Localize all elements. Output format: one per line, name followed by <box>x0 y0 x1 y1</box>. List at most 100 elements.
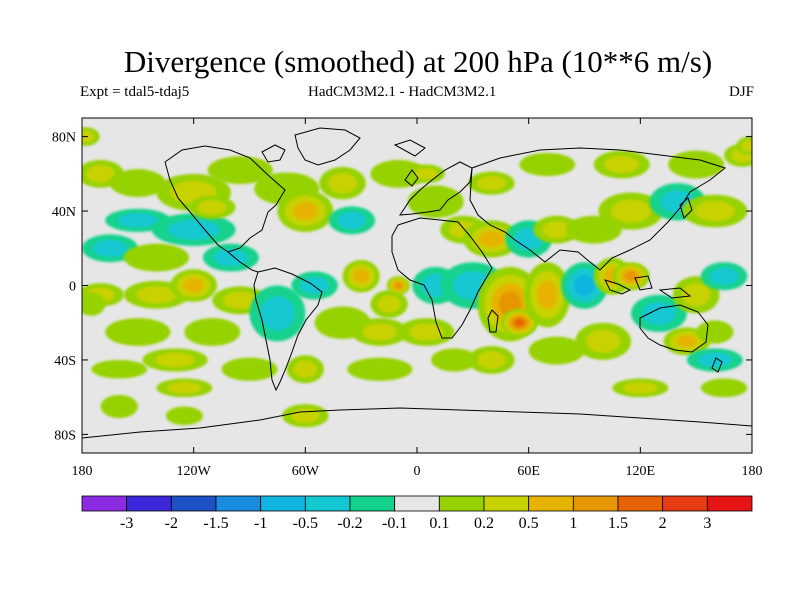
field-contour <box>604 155 639 174</box>
field-contour <box>105 318 171 346</box>
field-contour <box>409 323 444 341</box>
field-contour <box>700 378 748 398</box>
field-contour <box>542 221 571 239</box>
field-contour <box>430 348 478 372</box>
field-contour <box>709 267 739 285</box>
field-contour <box>536 280 558 310</box>
field-contour <box>347 357 413 381</box>
field-contour <box>197 200 227 215</box>
field-blob <box>370 290 408 319</box>
colorbar-swatch <box>572 495 619 512</box>
field-blob <box>170 269 217 302</box>
colorbar-swatch <box>394 495 440 512</box>
colorbar-label: 0.1 <box>429 515 449 532</box>
field-blob <box>221 357 278 381</box>
longitude-axis: 180 120W 60W 0 60E 120E 180 <box>72 118 763 479</box>
field-contour <box>184 318 241 346</box>
field-contour <box>86 165 115 183</box>
colorbar-label: -0.5 <box>293 515 318 532</box>
field-contour <box>696 320 734 344</box>
field-blob <box>386 276 411 295</box>
field-contour <box>82 130 95 143</box>
field-contour <box>207 156 273 185</box>
field-contour <box>585 329 621 353</box>
experiment-label: Expt = tdal5-tdaj5 <box>80 84 190 100</box>
colorbar-swatch <box>483 495 530 512</box>
field-blob <box>82 292 106 316</box>
colorbar-label: 1 <box>569 515 577 532</box>
field-blob <box>612 262 650 291</box>
field-blob <box>151 213 236 246</box>
colorbar-label: -1 <box>254 515 267 532</box>
lat-tick-label: 0 <box>69 280 76 295</box>
field-blob <box>156 378 213 398</box>
field-blob <box>500 308 538 337</box>
field-blob <box>319 166 366 200</box>
divergence-field <box>82 127 752 428</box>
lon-tick-label: 180 <box>742 464 763 479</box>
lon-tick-label: 120E <box>626 464 656 479</box>
lon-tick-label: 60E <box>517 464 540 479</box>
field-blob <box>100 394 138 419</box>
season-label: DJF <box>728 84 754 100</box>
colorbar-swatch <box>528 495 574 512</box>
field-blob <box>105 318 171 346</box>
field-blob <box>165 406 203 426</box>
field-contour <box>407 185 464 219</box>
field-contour <box>519 152 576 177</box>
field-blob <box>370 159 427 188</box>
field-contour <box>136 286 177 304</box>
field-blob <box>700 378 748 398</box>
field-contour <box>477 175 506 191</box>
colorbar-swatch <box>304 495 351 512</box>
field-contour <box>167 219 220 240</box>
field-blob <box>700 262 748 291</box>
colorbar-swatch <box>170 495 217 512</box>
field-blob <box>282 404 329 428</box>
field-blob <box>468 171 515 195</box>
coastlines <box>82 127 752 439</box>
field-contour <box>610 199 652 223</box>
field-blob <box>351 318 408 346</box>
field-contour <box>167 382 202 394</box>
field-blob <box>696 320 734 344</box>
field-contour <box>370 159 427 188</box>
field-contour <box>741 140 752 152</box>
model-label: HadCM3M2.1 - HadCM3M2.1 <box>308 84 497 100</box>
field-blob <box>207 156 273 185</box>
field-contour <box>109 169 166 198</box>
page-title: Divergence (smoothed) at 200 hPa (10**6 … <box>123 44 713 79</box>
field-contour <box>528 336 585 365</box>
field-contour <box>328 173 357 194</box>
field-blob <box>575 322 632 360</box>
field-blob <box>91 359 148 379</box>
lon-tick-label: 180 <box>72 464 93 479</box>
field-blob <box>109 169 166 198</box>
colorbar-swatch <box>126 495 172 512</box>
field-blob <box>189 195 236 219</box>
field-contour <box>362 323 397 341</box>
field-contour <box>100 394 138 419</box>
field-contour <box>676 335 698 348</box>
field-contour <box>694 201 735 222</box>
field-blob <box>82 234 138 263</box>
lat-tick-label: 80S <box>54 428 76 443</box>
colorbar-swatch <box>438 495 485 512</box>
colorbar-swatch <box>617 495 664 512</box>
colorbar-label: -3 <box>120 515 133 532</box>
field-blob <box>631 294 687 333</box>
field-blob <box>407 164 445 184</box>
field-blob <box>347 357 413 381</box>
lat-tick-label: 80N <box>52 131 76 146</box>
field-blob <box>202 243 259 272</box>
field-blob <box>142 348 208 372</box>
field-contour <box>477 351 506 369</box>
field-contour <box>623 382 658 394</box>
colorbar-label: -2 <box>165 515 178 532</box>
field-contour <box>624 271 638 282</box>
field-contour <box>260 296 295 331</box>
field-blob <box>682 194 748 228</box>
field-blob <box>277 190 334 232</box>
field-blob <box>342 259 380 293</box>
field-blob <box>407 185 464 219</box>
